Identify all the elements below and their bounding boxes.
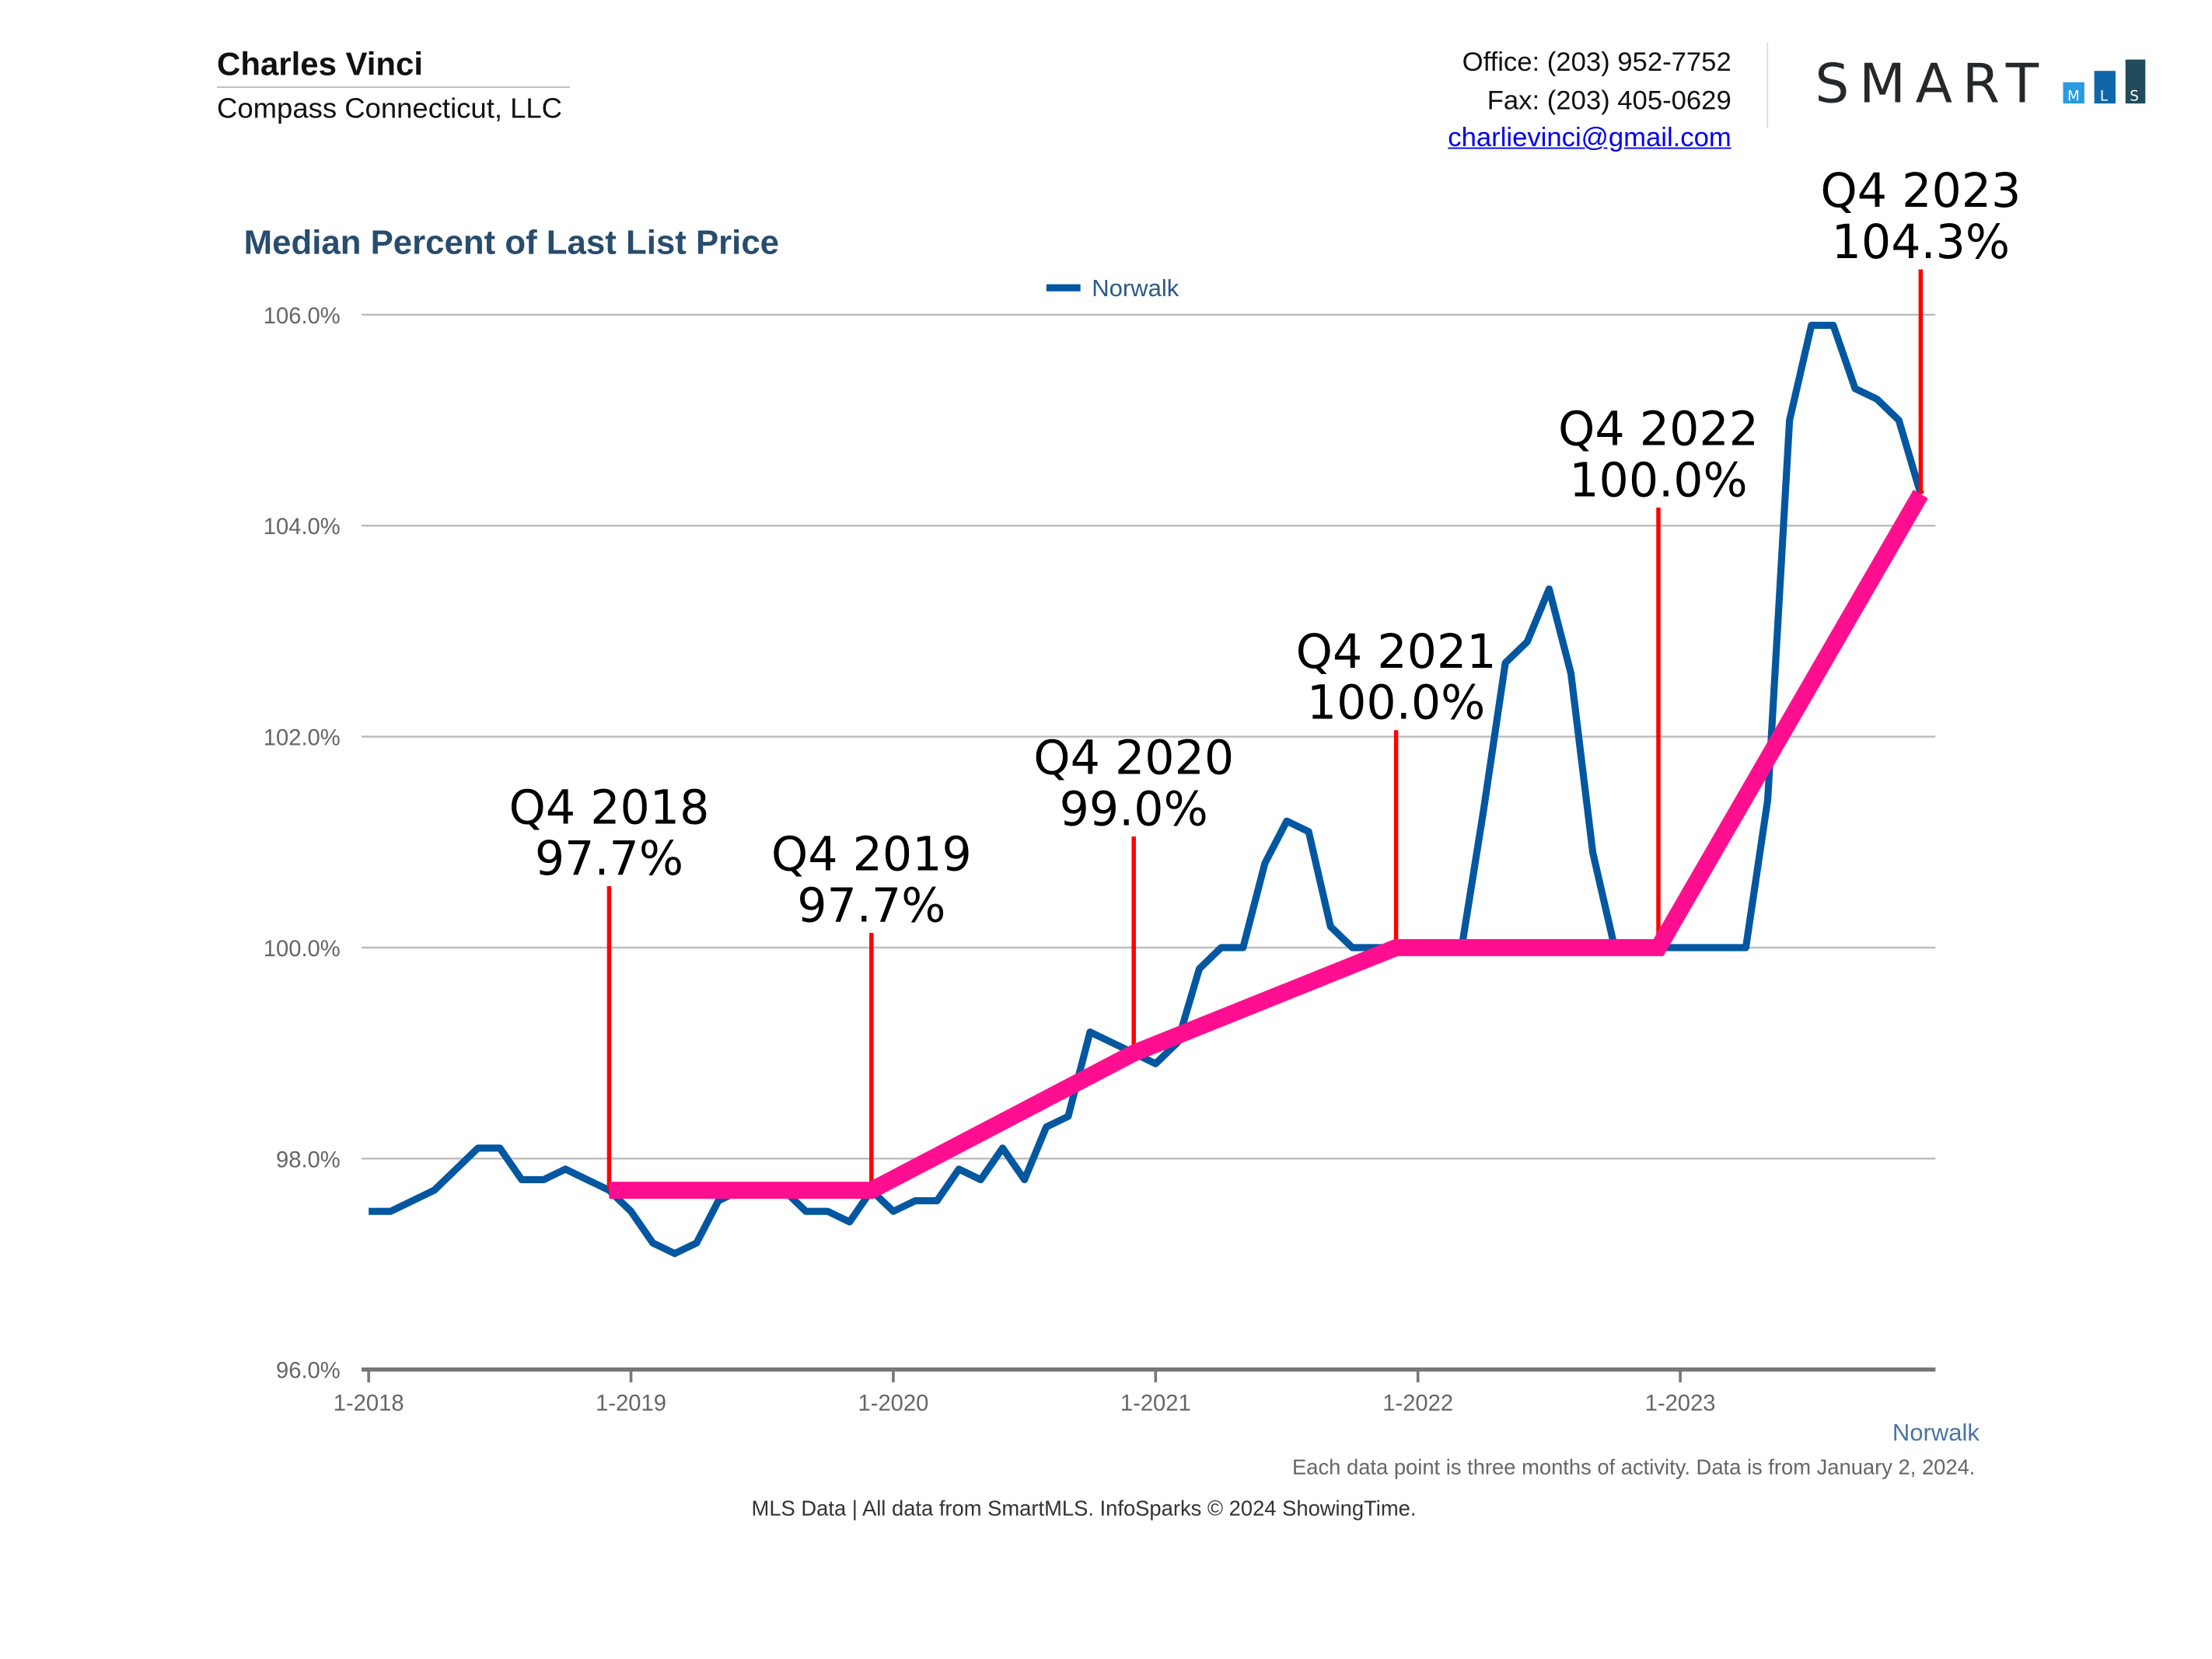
annotation-value: 97.7% <box>797 878 945 933</box>
x-tick-label: 1-2023 <box>1645 1392 1716 1416</box>
annotation-value: 104.3% <box>1832 215 2010 270</box>
divider <box>217 86 571 89</box>
x-tick-label: 1-2018 <box>334 1392 404 1416</box>
annotation-value: 100.0% <box>1307 676 1485 731</box>
svg-text:M: M <box>2067 88 2080 104</box>
annotation-label: Q4 2020 <box>1033 732 1234 786</box>
y-tick-label: 106.0% <box>264 304 341 329</box>
annotation-label: Q4 2023 <box>1820 164 2021 218</box>
y-tick-label: 96.0% <box>276 1359 341 1384</box>
x-tick-label: 1-2020 <box>858 1392 929 1416</box>
email-link[interactable]: charlievinci@gmail.com <box>1448 123 1732 153</box>
x-tick-label: 1-2019 <box>596 1392 666 1416</box>
annotation-label: Q4 2021 <box>1296 625 1497 679</box>
fax-number: Fax: (203) 405-0629 <box>1487 86 1732 117</box>
legend-label: Norwalk <box>1092 274 1179 302</box>
annotation-label: Q4 2018 <box>508 781 709 836</box>
data-note: Each data point is three months of activ… <box>1292 1455 1976 1480</box>
office-phone: Office: (203) 952-7752 <box>1462 48 1732 79</box>
y-tick-label: 98.0% <box>276 1147 341 1172</box>
agent-name: Charles Vinci <box>217 45 424 82</box>
svg-text:S: S <box>2130 88 2139 104</box>
y-tick-label: 102.0% <box>264 726 341 751</box>
svg-text:SMART: SMART <box>1815 54 2048 110</box>
region-label: Norwalk <box>1892 1419 1980 1447</box>
y-tick-label: 104.0% <box>264 515 341 540</box>
smartmls-logo: SMART M L S <box>1815 54 2146 110</box>
annotation-label: Q4 2022 <box>1558 403 1759 457</box>
divider <box>1766 42 1769 128</box>
trend-line-q4 <box>609 490 1928 1199</box>
y-tick-label: 100.0% <box>264 937 341 962</box>
source-note: MLS Data | All data from SmartMLS. InfoS… <box>751 1497 1417 1521</box>
annotation-value: 100.0% <box>1569 453 1747 508</box>
annotation-value: 97.7% <box>535 832 683 886</box>
agent-company: Compass Connecticut, LLC <box>217 93 563 125</box>
x-tick-label: 1-2022 <box>1382 1392 1453 1416</box>
x-tick-label: 1-2021 <box>1120 1392 1191 1416</box>
chart-title: Median Percent of Last List Price <box>243 224 780 263</box>
annotation-label: Q4 2019 <box>771 828 972 882</box>
annotation-value: 99.0% <box>1060 782 1208 836</box>
svg-text:L: L <box>2100 88 2109 104</box>
